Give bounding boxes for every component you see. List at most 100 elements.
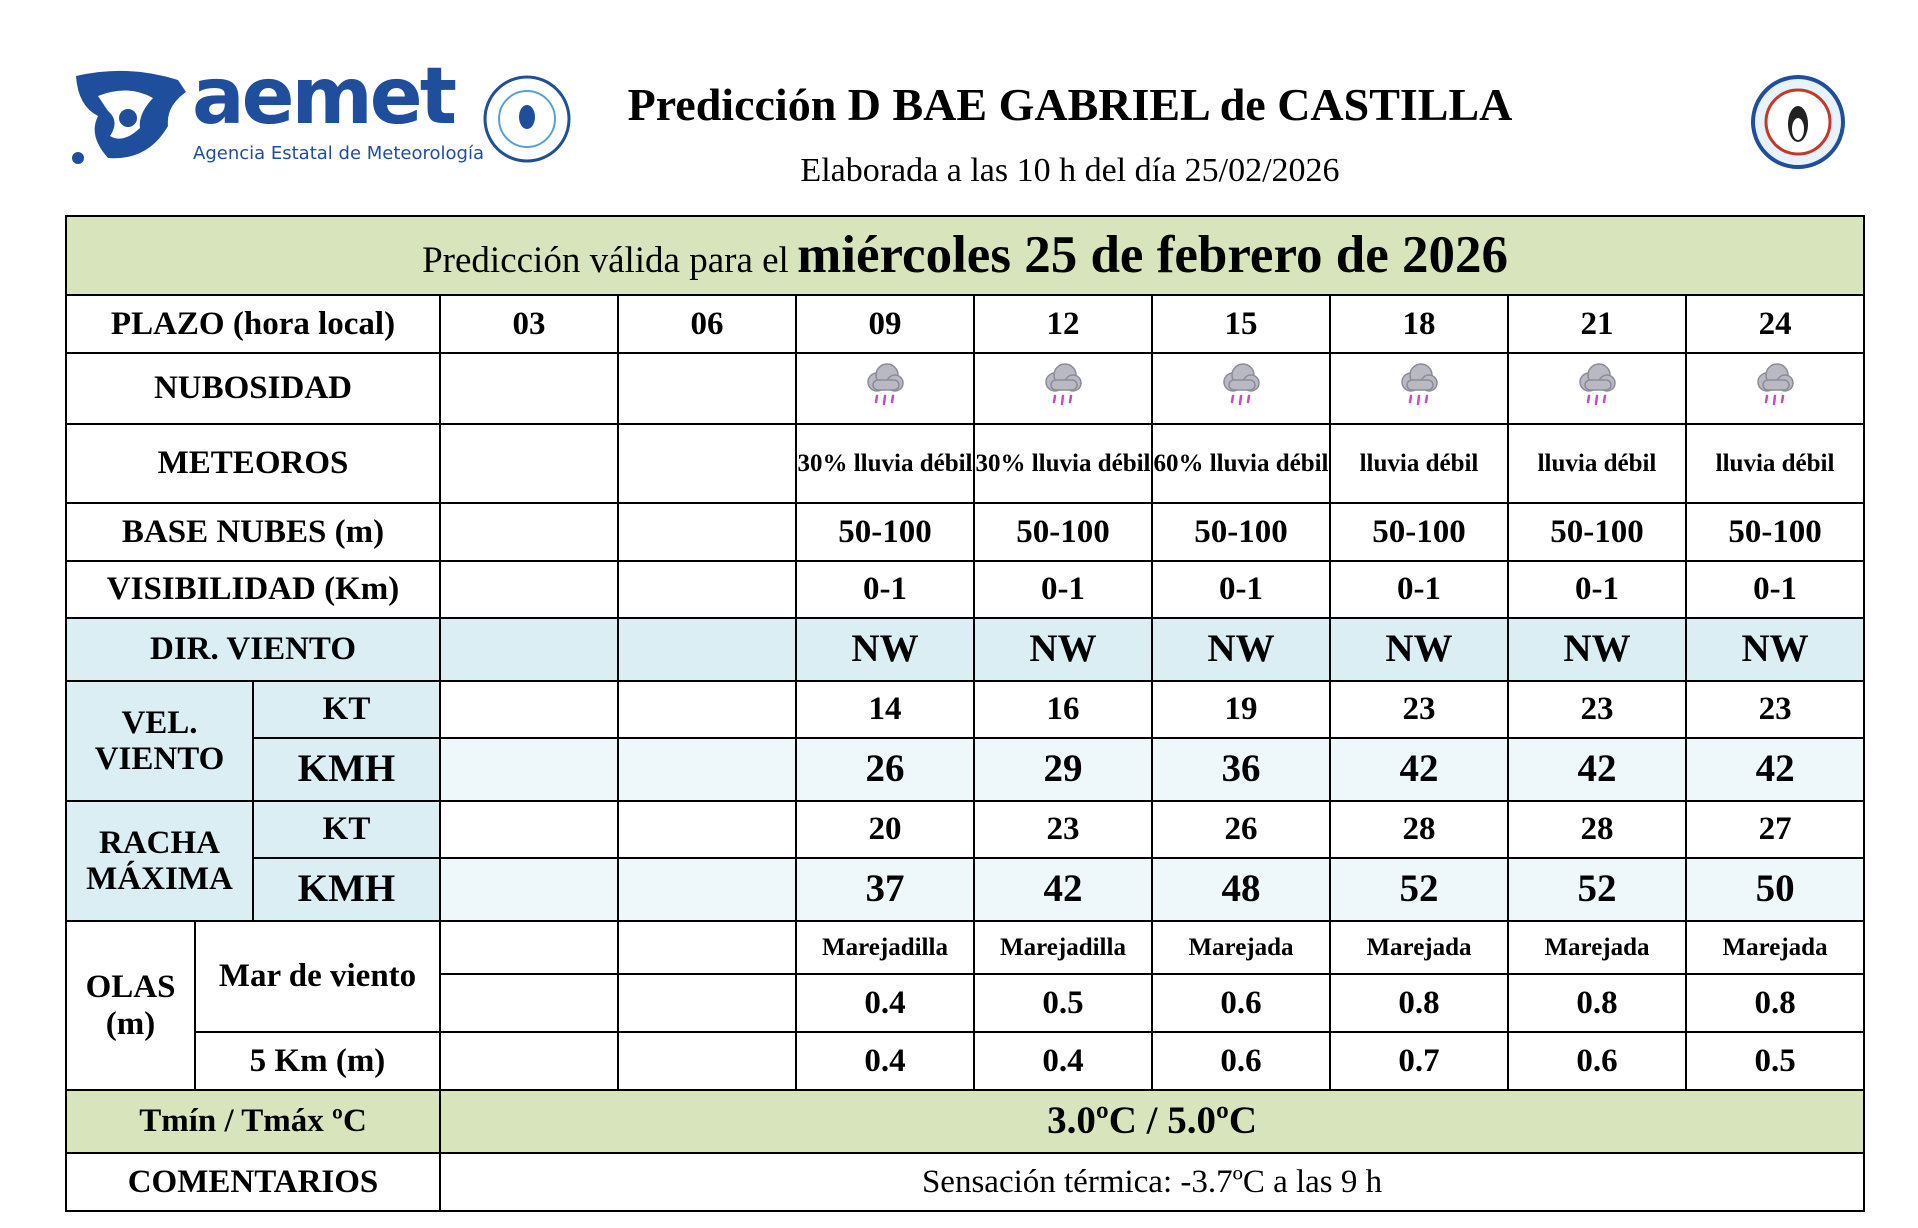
value-cell: 29 — [973, 737, 1153, 802]
valid-prefix: Predicción válida para el — [422, 240, 789, 282]
value-cell: 50-100 — [1507, 502, 1687, 562]
value-cell: 0.5 — [973, 973, 1153, 1033]
cloud-rain-icon — [1579, 363, 1616, 406]
value-cell: Marejada — [1507, 920, 1687, 975]
racha_maxima-kmh-row: KMH 37 42 48 52 52 50 — [66, 857, 1866, 922]
value-cell: 48 — [1151, 857, 1331, 922]
value-cell: 42 — [973, 857, 1153, 922]
value-cell: lluvia débil — [1329, 423, 1509, 504]
row-label: PLAZO (hora local) — [65, 294, 441, 354]
value-cell: lluvia débil — [1684, 423, 1866, 504]
value-cell: 60% lluvia débil — [1151, 423, 1331, 504]
row-label: Tmín / Tmáx ºC — [65, 1089, 441, 1154]
cloud-rain-icon — [1757, 363, 1794, 406]
value-cell — [617, 423, 797, 504]
icon-cell — [973, 352, 1153, 425]
value-cell — [439, 857, 619, 922]
subtitle: Elaborada a las 10 h del día 25/02/2026 — [800, 152, 1340, 189]
base-logo — [1751, 75, 1845, 169]
value-cell: 23 — [973, 800, 1153, 859]
value-cell: 14 — [795, 680, 975, 739]
value-cell: 52 — [1329, 857, 1509, 922]
aemet-swirl — [72, 70, 186, 164]
unit-label: KMH — [252, 737, 441, 802]
value-cell: 0-1 — [973, 560, 1153, 619]
group-label: RACHA MÁXIMA — [65, 800, 254, 922]
valid-date: miércoles 25 de febrero de 2026 — [797, 226, 1509, 285]
value-cell: 3.0ºC / 5.0ºC — [438, 1089, 1866, 1154]
comentarios-row: COMENTARIOS Sensación térmica: -3.7ºC a l… — [65, 1152, 1866, 1212]
value-cell: 23 — [1684, 680, 1866, 739]
valid-cell: Predicción válida para el miércoles 25 d… — [64, 215, 1866, 296]
value-cell: 0.6 — [1507, 1031, 1687, 1091]
base-nubes-row: BASE NUBES (m) 50-100 50-100 50-100 50-100 50… — [65, 502, 1866, 562]
value-cell: 0.4 — [795, 1031, 975, 1091]
value-cell: 50 — [1684, 857, 1866, 922]
value-cell: 26 — [795, 737, 975, 802]
value-cell: Sensación térmica: -3.7ºC a las 9 h — [438, 1152, 1866, 1212]
unit-label: KT — [252, 800, 441, 859]
value-cell: 42 — [1329, 737, 1509, 802]
icon-cell — [1507, 352, 1687, 425]
unit-label: KMH — [252, 857, 441, 922]
value-cell: NW — [1507, 617, 1687, 682]
value-cell: Marejadilla — [973, 920, 1153, 975]
value-cell — [439, 502, 619, 562]
cloud-rain-icon — [1045, 363, 1082, 406]
icon-cell — [1151, 352, 1331, 425]
value-cell — [439, 617, 619, 682]
value-cell: 0-1 — [1151, 560, 1331, 619]
value-cell: 42 — [1507, 737, 1687, 802]
plazo-row: PLAZO (hora local) 03 06 09 12 15 18 21 24 — [65, 294, 1866, 354]
value-cell: 09 — [795, 294, 975, 354]
value-cell: Marejada — [1151, 920, 1331, 975]
value-cell — [617, 617, 797, 682]
value-cell: 24 — [1684, 294, 1866, 354]
vel_viento-kt-row: VEL. VIENTO KT 14 16 19 23 23 23 — [65, 680, 1866, 802]
value-cell: 23 — [1329, 680, 1509, 739]
value-cell — [439, 423, 619, 504]
value-cell — [439, 680, 619, 739]
value-cell: 42 — [1684, 737, 1866, 802]
olas-height-row: 0.4 0.5 0.6 0.8 0.8 0.8 — [66, 973, 1866, 1033]
value-cell: 37 — [795, 857, 975, 922]
value-cell — [439, 560, 619, 619]
value-cell: 50-100 — [795, 502, 975, 562]
value-cell: 0.4 — [795, 973, 975, 1033]
value-cell — [439, 920, 619, 975]
value-cell: NW — [973, 617, 1153, 682]
value-cell: NW — [795, 617, 975, 682]
value-cell: 06 — [617, 294, 797, 354]
value-cell: Marejada — [1684, 920, 1866, 975]
vel_viento-kmh-row: KMH 26 29 36 42 42 42 — [66, 737, 1866, 802]
value-cell: 30% lluvia débil — [973, 423, 1153, 504]
unit-label: KT — [252, 680, 441, 739]
valid-row: Predicción válida para el miércoles 25 d… — [64, 215, 1866, 296]
value-cell: 0-1 — [1507, 560, 1687, 619]
value-cell: lluvia débil — [1507, 423, 1687, 504]
value-cell: 30% lluvia débil — [795, 423, 975, 504]
value-cell: 28 — [1329, 800, 1509, 859]
value-cell: 26 — [1151, 800, 1331, 859]
value-cell: 50-100 — [973, 502, 1153, 562]
value-cell: 12 — [973, 294, 1153, 354]
row-label: METEOROS — [65, 423, 441, 504]
value-cell — [439, 973, 619, 1033]
icon-cell — [795, 352, 975, 425]
value-cell: NW — [1151, 617, 1331, 682]
value-cell: NW — [1684, 617, 1866, 682]
row-label: DIR. VIENTO — [65, 617, 441, 682]
value-cell: 0.8 — [1684, 973, 1866, 1033]
value-cell: 19 — [1151, 680, 1331, 739]
value-cell: 18 — [1329, 294, 1509, 354]
value-cell — [617, 502, 797, 562]
cloud-rain-icon — [1401, 363, 1438, 406]
antarctic-logo — [483, 75, 571, 163]
value-cell: 0.8 — [1329, 973, 1509, 1033]
dir-viento-row: DIR. VIENTO NW NW NW NW NW NW — [65, 617, 1866, 682]
value-cell: 16 — [973, 680, 1153, 739]
row-label: COMENTARIOS — [65, 1152, 441, 1212]
visibilidad-row: VISIBILIDAD (Km) 0-1 0-1 0-1 0-1 0-1 0-1 — [65, 560, 1866, 619]
value-cell: 0.6 — [1151, 973, 1331, 1033]
